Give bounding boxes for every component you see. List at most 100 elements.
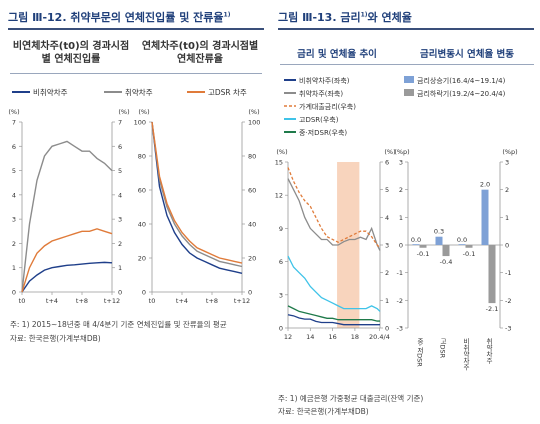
stay-chart-ytick-r-1: 20 (248, 255, 256, 263)
rate-ytick-r-1: 1 (385, 297, 389, 305)
bar-ytick-r-5: 2 (505, 186, 509, 194)
bar-ytick-l-4: 1 (399, 214, 403, 222)
stay-chart-xtick-1: t+4 (176, 297, 188, 305)
entry-chart-ytick-r-2: 2 (118, 240, 122, 248)
stay-chart-ytick-l-3: 60 (138, 187, 146, 195)
left-title-sup: 1) (223, 11, 231, 19)
bar-ytick-r-1: -2 (505, 297, 511, 305)
bar-category-3: 취약차주 (485, 338, 493, 366)
entry-chart-ytick-r-1: 1 (118, 264, 122, 272)
entry-chart-ytick-l-2: 2 (12, 240, 16, 248)
entry-chart-xtick-2: t+8 (76, 297, 88, 305)
bar-label-1-3: -2.1 (486, 305, 499, 313)
bar-ytick-r-0: -3 (505, 325, 511, 333)
left-chart1-title-text: 비연체차주(t0)의 경과시점별 연체진입률 (12, 41, 130, 65)
rate-ytick-r-3: 3 (385, 242, 389, 250)
bar-ytick-r-2: -1 (505, 269, 511, 277)
right-note: 주: 1) 예금은행 가중평균 대출금리(잔액 기준) (278, 394, 424, 403)
bar-label-0-2: 0.0 (457, 236, 467, 244)
stay-chart-ytick-r-0: 0 (248, 289, 252, 297)
stay-chart-series-0 (151, 121, 243, 274)
legend-label-highdsr: 고DSR 차주 (208, 88, 247, 97)
bar-category-2: 비취약차주 (462, 337, 470, 372)
left-legend-svg: 비취약차주 취약차주 고DSR 차주 (12, 87, 247, 97)
right-title-rule (278, 28, 534, 30)
rate-xtick-0: 12 (284, 333, 292, 341)
right-title-a: 금리 (340, 11, 361, 24)
bar-0-2 (458, 244, 466, 245)
entry-chart-ytick-l-0: 0 (12, 289, 16, 297)
legend-bar-swatch-rise (404, 76, 414, 83)
left-chart2-title: 연체차주(t0)의 경과시점별 연체잔류율 (138, 40, 262, 66)
left-charts: (%) (%) 0 0 1 1 2 2 3 3 4 4 5 5 6 6 7 7 t0 t+4 t+8 t+12 (%) (%)… (8, 108, 260, 305)
bar-label-1-0: -0.1 (417, 250, 430, 258)
left-sub-rule (10, 73, 262, 74)
entry-chart-series-0 (21, 261, 113, 293)
stay-chart-ytick-r-2: 40 (248, 221, 256, 229)
bar-ytick-r-4: 1 (505, 214, 509, 222)
left-title-rule (8, 28, 264, 30)
entry-chart-ytick-r-4: 4 (118, 191, 122, 199)
stay-chart-xtick-2: t+8 (206, 297, 218, 305)
right-title-b: 와 연체율 (367, 11, 412, 24)
rate-ytick-r-6: 6 (385, 159, 389, 167)
stay-chart-ytick-l-0: 0 (142, 289, 146, 297)
left-legend: 비취약차주 취약차주 고DSR 차주 (12, 86, 262, 98)
right-legend-bars: 금리상승기(16.4/4~19.1/4) 금리하락기(19.2/4~20.4/4… (404, 76, 506, 98)
legend-r-label-4: 중·저DSR(우축) (299, 128, 347, 137)
entry-chart-ytick-r-0: 0 (118, 289, 122, 297)
entry-chart-xtick-0: t0 (19, 297, 26, 305)
bar-0-1 (435, 236, 443, 245)
bar-1-3 (488, 245, 496, 304)
entry-chart-xtick-1: t+4 (46, 297, 58, 305)
entry-chart-ytick-l-5: 5 (12, 167, 16, 175)
left-figure-title: 그림 Ⅲ-12. 취약부문의 연체진입률 및 잔류율1) (8, 9, 230, 25)
rate-ytick-l-4: 12 (275, 192, 283, 200)
entry-chart-ytick-l-1: 1 (12, 264, 16, 272)
right-source: 자료: 한국은행(가계부채DB) (278, 407, 369, 416)
rate-ytick-r-2: 2 (385, 269, 389, 277)
stay-chart-xtick-0: t0 (149, 297, 156, 305)
bar-chart-ylabel-right: (%p) (502, 148, 517, 156)
rate-xtick-4: 20.4/4 (369, 333, 390, 341)
rate-xtick-3: 18 (351, 333, 359, 341)
stay-chart-ytick-l-1: 20 (138, 255, 146, 263)
bar-ytick-l-5: 2 (399, 186, 403, 194)
rate-ytick-l-1: 3 (279, 291, 283, 299)
bar-ytick-r-3: 0 (505, 242, 509, 250)
legend-r-label-2: 가계대출금리(우축) (299, 102, 356, 111)
bar-label-1-2: -0.1 (463, 250, 476, 258)
rate-series-1 (287, 178, 381, 251)
legend-bar-label-rise: 금리상승기(16.4/4~19.1/4) (417, 76, 506, 85)
entry-chart-ylabel-left: (%) (8, 108, 19, 116)
bar-ytick-l-2: -1 (397, 269, 403, 277)
rate-ytick-l-2: 6 (279, 258, 283, 266)
bar-ytick-l-1: -2 (397, 297, 403, 305)
rate-ytick-r-0: 0 (385, 325, 389, 333)
legend-label-vuln: 취약차주 (125, 87, 153, 97)
legend-bar-label-fall: 금리하락기(19.2/4~20.4/4) (417, 89, 506, 98)
bar-1-1 (442, 245, 450, 257)
stay-chart-ytick-l-5: 100 (134, 119, 146, 127)
bar-ytick-l-6: 3 (399, 159, 403, 167)
entry-chart-ytick-l-6: 6 (12, 143, 16, 151)
entry-chart-ytick-l-4: 4 (12, 191, 16, 199)
stay-chart-ytick-r-4: 80 (248, 153, 256, 161)
bar-category-1: 고DSR (439, 338, 447, 359)
entry-chart-ytick-l-3: 3 (12, 216, 16, 224)
right-chart1-title: 금리 및 연체율 추이 (297, 49, 377, 60)
entry-chart-series-2 (21, 228, 113, 293)
rate-ytick-l-0: 0 (279, 325, 283, 333)
right-sub-rule (280, 64, 534, 65)
bar-label-1-1: -0.4 (440, 258, 453, 266)
rate-chart-ylabel-right: (%) (384, 148, 395, 156)
right-figure-title: 그림 Ⅲ-13. 금리1)와 연체율 (278, 9, 412, 25)
stay-chart-ytick-r-3: 60 (248, 187, 256, 195)
left-note: 주: 1) 2015~18년중 매 4/4분기 기준 연체진입률 및 잔류율의 … (10, 320, 227, 329)
rate-xtick-1: 14 (306, 333, 314, 341)
legend-r-label-0: 비취약차주(좌축) (299, 76, 350, 85)
bar-1-2 (465, 245, 473, 248)
rate-series-4 (287, 305, 380, 322)
rate-ytick-l-3: 9 (279, 225, 283, 233)
